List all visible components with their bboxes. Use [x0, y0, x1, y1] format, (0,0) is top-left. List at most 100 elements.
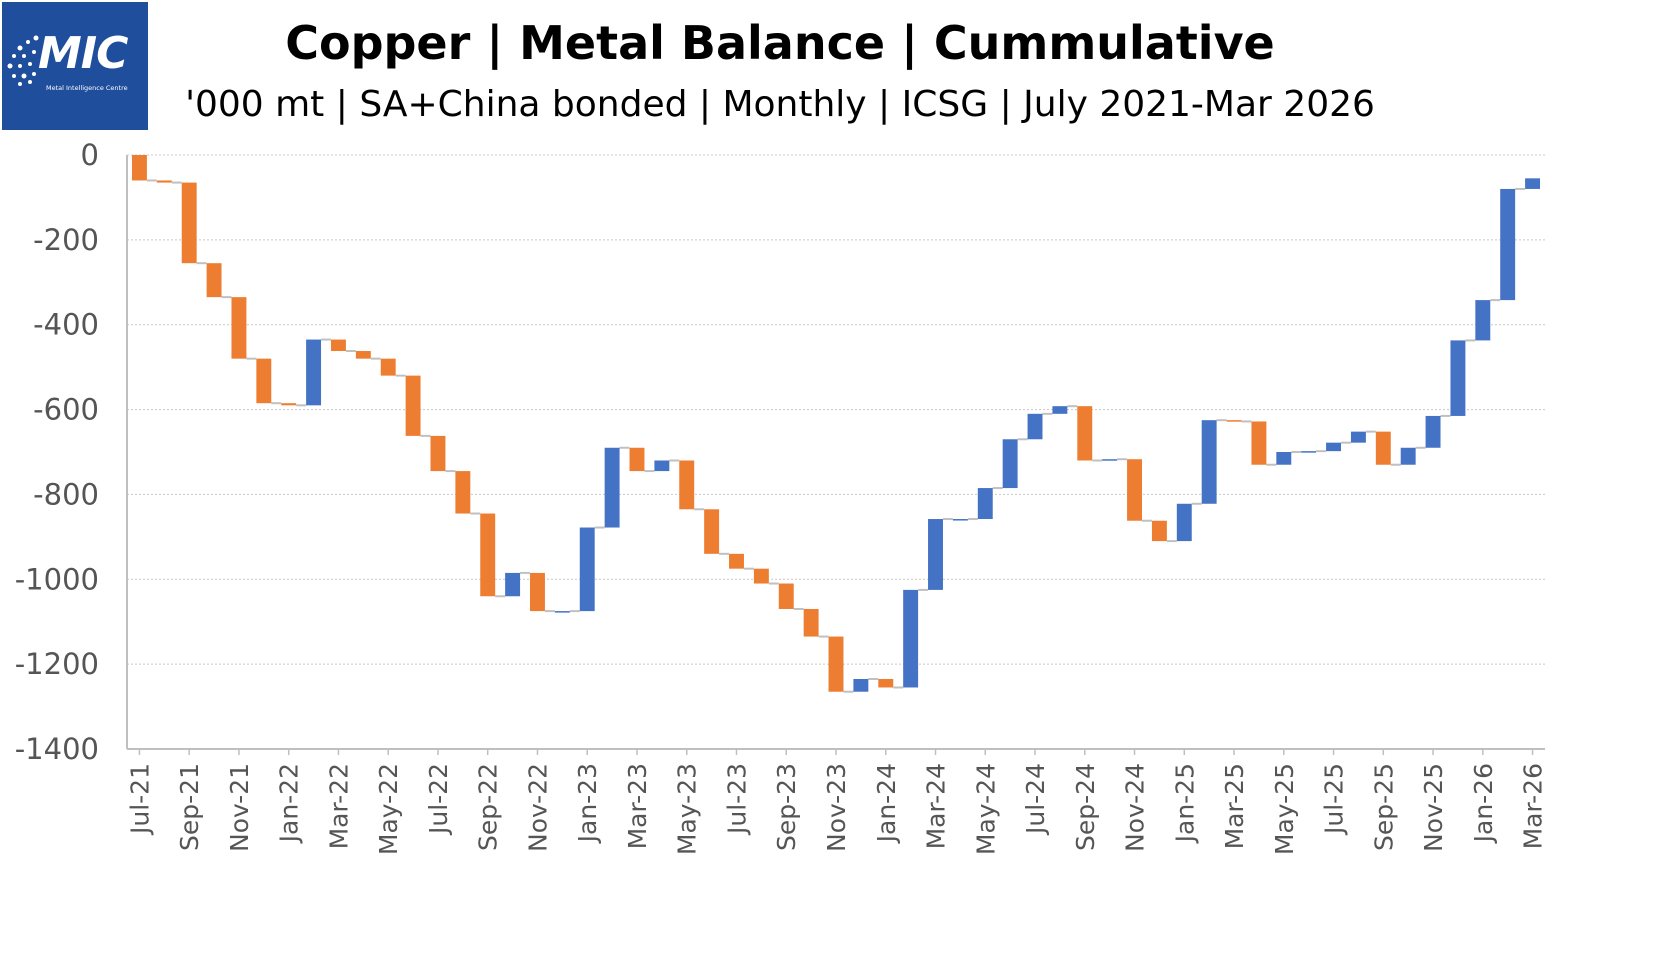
chart-subtitle: '000 mt | SA+China bonded | Monthly | IC…: [185, 84, 1375, 125]
waterfall-bar: [828, 636, 844, 692]
x-tick-label: Jul-23: [722, 763, 751, 836]
axis-layer: 0 -200 -400 -600 -800 -1000 -1200 -1400 Jul-21 Se…: [15, 138, 1548, 855]
waterfall-bar: [853, 678, 869, 692]
waterfall-bar: [753, 568, 769, 584]
waterfall-bar: [1027, 413, 1043, 440]
waterfall-bar: [1450, 340, 1466, 416]
x-tick-label: Mar-23: [623, 763, 652, 849]
waterfall-bar: [156, 180, 172, 183]
x-tick-label: Jul-22: [424, 763, 453, 836]
waterfall-bar: [1400, 447, 1416, 465]
x-tick-label: Nov-23: [822, 763, 851, 852]
y-tick-label: -400: [33, 308, 99, 342]
waterfall-bar: [1127, 459, 1142, 521]
waterfall-bar: [231, 297, 247, 359]
waterfall-bar: [1052, 406, 1068, 414]
x-tick-label: Mar-22: [324, 763, 353, 849]
x-tick-label: Nov-25: [1419, 763, 1448, 852]
y-tick-label: -1400: [15, 732, 99, 766]
logo-subtext: Metal Intelligence Centre: [46, 84, 128, 92]
waterfall-bar: [480, 513, 496, 597]
y-tick-label: -1200: [15, 647, 99, 681]
logo-text: MIC: [38, 28, 128, 79]
bar-layer: [131, 155, 1541, 692]
waterfall-bar: [1276, 452, 1292, 465]
x-tick-label: Mar-26: [1519, 763, 1548, 849]
waterfall-bar: [530, 572, 545, 612]
waterfall-bar: [629, 447, 645, 472]
waterfall-bar: [729, 553, 744, 569]
x-tick-label: Nov-24: [1121, 763, 1150, 852]
y-tick-label: -1000: [15, 562, 99, 596]
waterfall-bar: [977, 488, 993, 520]
chart-title: Copper | Metal Balance | Cummulative: [285, 16, 1275, 70]
x-tick-label: Mar-24: [922, 763, 951, 849]
x-tick-label: Sep-21: [175, 763, 204, 851]
waterfall-bar: [1475, 300, 1491, 341]
x-tick-label: May-25: [1270, 763, 1299, 855]
waterfall-bar: [778, 583, 794, 609]
waterfall-bar: [1525, 178, 1541, 189]
waterfall-bar: [1002, 439, 1018, 489]
x-tick-label: May-22: [374, 763, 403, 855]
waterfall-bar: [679, 460, 695, 510]
x-tick-label: Jan-26: [1469, 763, 1498, 844]
waterfall-bar: [330, 339, 346, 352]
waterfall-bar: [355, 351, 371, 359]
waterfall-bar: [1375, 431, 1391, 465]
waterfall-bar: [1326, 442, 1342, 452]
x-tick-label: Jan-22: [275, 763, 304, 844]
y-tick-label: -200: [33, 223, 99, 257]
connector-layer: [146, 179, 1526, 693]
waterfall-bar: [704, 509, 720, 554]
x-tick-label: Nov-22: [523, 763, 552, 852]
waterfall-bar: [1500, 188, 1516, 301]
x-tick-label: May-23: [673, 763, 702, 855]
waterfall-bar: [1350, 431, 1366, 443]
waterfall-bar: [1077, 406, 1093, 461]
waterfall-bar: [455, 471, 471, 514]
x-tick-label: May-24: [971, 763, 1000, 855]
waterfall-bar: [505, 572, 521, 597]
y-tick-label: -600: [33, 393, 99, 427]
waterfall-bar: [405, 375, 421, 436]
x-tick-label: Sep-22: [474, 763, 503, 851]
waterfall-bar: [604, 447, 620, 528]
x-tick-label: Jul-25: [1320, 763, 1349, 836]
waterfall-bar: [181, 182, 197, 264]
waterfall-bar: [654, 460, 670, 472]
waterfall-bar: [952, 519, 968, 521]
y-tick-label: 0: [81, 138, 99, 172]
x-tick-label: Jul-24: [1021, 763, 1050, 836]
x-tick-label: Sep-25: [1369, 763, 1398, 851]
waterfall-bar: [1151, 520, 1167, 542]
x-tick-label: Jan-23: [573, 763, 602, 844]
waterfall-bar: [206, 263, 222, 298]
waterfall-bar: [1226, 420, 1242, 422]
waterfall-bar: [1425, 415, 1441, 448]
waterfall-bar: [903, 589, 919, 688]
waterfall-bar: [1251, 421, 1267, 465]
x-tick-label: Mar-25: [1220, 763, 1249, 849]
waterfall-bar: [1102, 459, 1118, 461]
waterfall-bar: [380, 358, 396, 376]
waterfall-bar: [1176, 503, 1192, 542]
waterfall-bar: [306, 339, 322, 406]
waterfall-bar: [430, 435, 446, 472]
waterfall-bar: [554, 611, 570, 613]
waterfall-bar: [803, 608, 819, 637]
mic-logo: MIC Metal Intelligence Centre: [2, 2, 148, 130]
logo-dots-icon: [7, 35, 39, 86]
x-tick-label: Jan-25: [1170, 763, 1199, 844]
waterfall-bar: [1301, 451, 1317, 453]
x-tick-label: Jan-24: [872, 763, 901, 844]
waterfall-bar: [1201, 420, 1217, 504]
x-tick-label: Sep-24: [1071, 763, 1100, 851]
waterfall-bar: [281, 403, 297, 406]
waterfall-bar: [579, 527, 595, 612]
waterfall-bar: [878, 678, 894, 688]
waterfall-bar: [131, 155, 147, 181]
x-tick-label: Nov-21: [225, 763, 254, 852]
x-tick-label: Sep-23: [772, 763, 801, 851]
